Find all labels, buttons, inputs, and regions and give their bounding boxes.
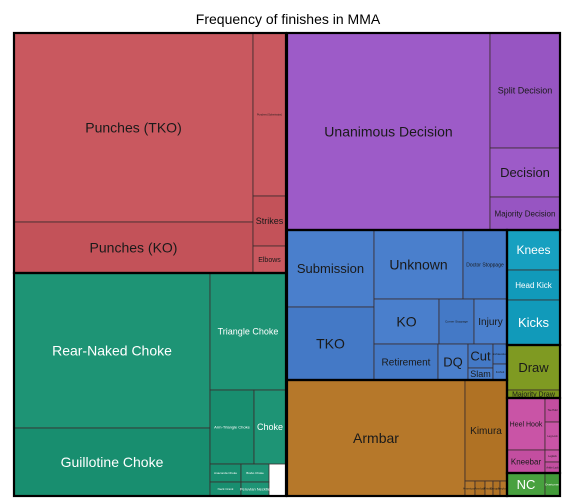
label-dq: DQ: [443, 355, 463, 370]
label-kimura: Kimura: [470, 426, 502, 437]
treemap-cells: Punches (TKO) Punches (KO) Punches (Submis…: [13, 32, 561, 497]
label-rear-naked-choke: Rear-Naked Choke: [52, 342, 172, 358]
cell-doctor-stoppage: [462, 229, 508, 300]
label-arm-triangle-choke: Arm-Triangle Choke: [214, 424, 250, 429]
label-wristlock: Wristlock: [483, 487, 496, 491]
cell-choke: [253, 389, 287, 465]
label-guillotine-choke: Guillotine Choke: [61, 454, 164, 470]
label-forfeit: Forfeit: [496, 370, 505, 374]
label-slam: Slam: [470, 369, 491, 379]
label-strikes: Strikes: [256, 216, 284, 226]
label-triangle-choke: Triangle Choke: [218, 327, 279, 337]
cell-heel-hook: [506, 397, 546, 451]
label-americana: Americana: [463, 487, 478, 491]
cell-triangle-choke: [209, 272, 287, 391]
cell-cut: [467, 343, 494, 369]
cell-armbar: [286, 379, 466, 497]
label-exhaustion: Exhaustion: [493, 352, 508, 356]
label-punches-submission: Punches (Submission): [257, 113, 282, 116]
label-ankle-lock: Ankle Lock: [546, 466, 559, 469]
label-leglock: Leglock: [548, 455, 557, 458]
label-omoplata: Omoplata: [490, 487, 503, 491]
label-corner-stoppage: Corner Stoppage: [445, 320, 468, 324]
label-retirement: Retirement: [382, 358, 431, 369]
label-brabo-choke: Brabo Choke: [246, 471, 264, 475]
cell-ko: [373, 298, 440, 345]
treemap-group-borders: [12, 31, 562, 498]
label-knees: Knees: [516, 243, 550, 257]
label-tko: TKO: [316, 335, 345, 351]
cell-guillotine-choke: [13, 427, 211, 497]
cell-punches-submission: [252, 32, 287, 197]
label-toe-hold: Toe Hold: [548, 409, 558, 412]
label-head-kick: Head Kick: [515, 281, 552, 290]
cell-draw: [506, 344, 561, 391]
label-unknown: Unknown: [389, 256, 447, 272]
cell-tko: [286, 306, 375, 381]
cell-submission: [286, 229, 375, 308]
label-cut: Cut: [470, 349, 491, 364]
label-choke: Choke: [257, 422, 283, 432]
label-anaconda-choke: Anaconda Choke: [214, 471, 237, 475]
label-neck-crank: Neck Crank: [218, 487, 234, 491]
chart-title: Frequency of finishes in MMA: [196, 11, 381, 27]
label-punches-ko: Punches (KO): [90, 239, 178, 255]
label-armlock: Armlock: [475, 487, 486, 491]
cell-dq: [437, 343, 469, 381]
label-nc: NC: [517, 477, 536, 492]
cell-retirement: [373, 343, 439, 381]
label-kneebar: Kneebar: [511, 457, 542, 466]
label-majority-decision: Majority Decision: [495, 209, 556, 218]
label-armbar: Armbar: [353, 430, 399, 446]
label-decision: Decision: [500, 165, 550, 180]
label-ko: KO: [396, 313, 416, 329]
label-injury: Injury: [478, 317, 502, 328]
label-overturned: Overturned: [545, 483, 560, 487]
cell-punches-tko: [13, 32, 254, 223]
label-kicks: Kicks: [518, 315, 550, 330]
label-elbows: Elbows: [258, 257, 281, 264]
group-no-contest: [505, 471, 562, 498]
label-submission: Submission: [297, 261, 364, 276]
label-keylock: Keylock: [498, 487, 509, 491]
label-majority-draw: Majority Draw: [512, 391, 556, 398]
label-punches-tko: Punches (TKO): [85, 119, 181, 135]
label-split-decision: Split Decision: [498, 86, 553, 96]
label-heel-hook: Heel Hook: [510, 421, 543, 428]
label-unanimous-decision: Unanimous Decision: [324, 123, 452, 139]
cell-split-decision: [489, 32, 561, 149]
label-doctor-stoppage: Doctor Stoppage: [466, 262, 504, 268]
label-peruvian-necktie: Peruvian Necktie: [240, 486, 271, 491]
label-draw: Draw: [518, 360, 549, 375]
label-leg-lock: Leg Lock: [547, 435, 558, 438]
cell-unanimous-decision: [286, 32, 491, 231]
